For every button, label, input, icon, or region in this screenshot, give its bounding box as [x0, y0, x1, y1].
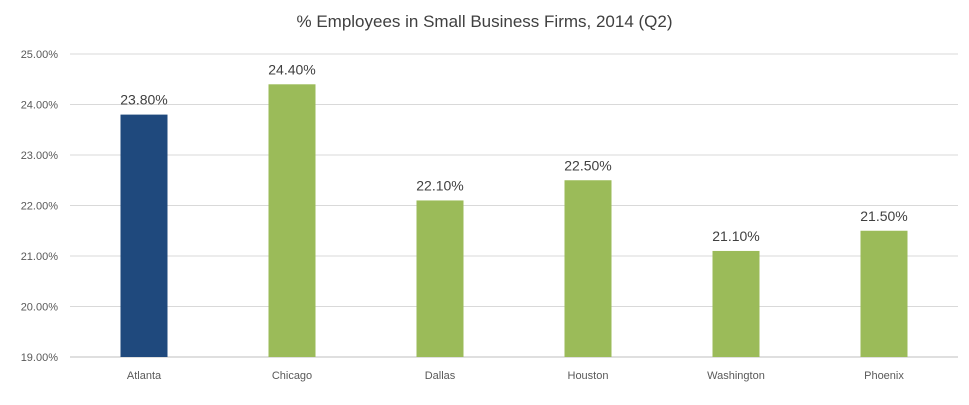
data-label-chicago: 24.40%: [268, 61, 315, 77]
y-tick-label: 22.00%: [21, 201, 59, 213]
x-tick-label-chicago: Chicago: [272, 370, 312, 382]
data-label-dallas: 22.10%: [416, 177, 463, 193]
bar-phoenix[interactable]: [860, 230, 908, 357]
x-tick-label-houston: Houston: [568, 370, 609, 382]
chart-title: % Employees in Small Business Firms, 201…: [296, 12, 673, 31]
x-tick-label-atlanta: Atlanta: [127, 370, 162, 382]
data-label-washington: 21.10%: [712, 228, 759, 244]
bar-dallas[interactable]: [416, 200, 464, 357]
x-tick-label-washington: Washington: [707, 370, 765, 382]
data-label-atlanta: 23.80%: [120, 92, 167, 108]
data-label-houston: 22.50%: [564, 157, 611, 173]
x-tick-label-dallas: Dallas: [425, 370, 456, 382]
bar-washington[interactable]: [712, 250, 760, 357]
y-tick-label: 25.00%: [21, 49, 59, 61]
bar-atlanta[interactable]: [120, 114, 168, 357]
y-tick-label: 21.00%: [21, 251, 59, 263]
x-tick-label-phoenix: Phoenix: [864, 370, 904, 382]
y-tick-label: 20.00%: [21, 302, 59, 314]
y-tick-label: 24.00%: [21, 100, 59, 112]
data-label-phoenix: 21.50%: [860, 208, 907, 224]
y-tick-label: 19.00%: [21, 352, 59, 364]
bar-houston[interactable]: [564, 180, 612, 357]
bar-chicago[interactable]: [268, 84, 316, 358]
y-tick-label: 23.00%: [21, 150, 59, 162]
